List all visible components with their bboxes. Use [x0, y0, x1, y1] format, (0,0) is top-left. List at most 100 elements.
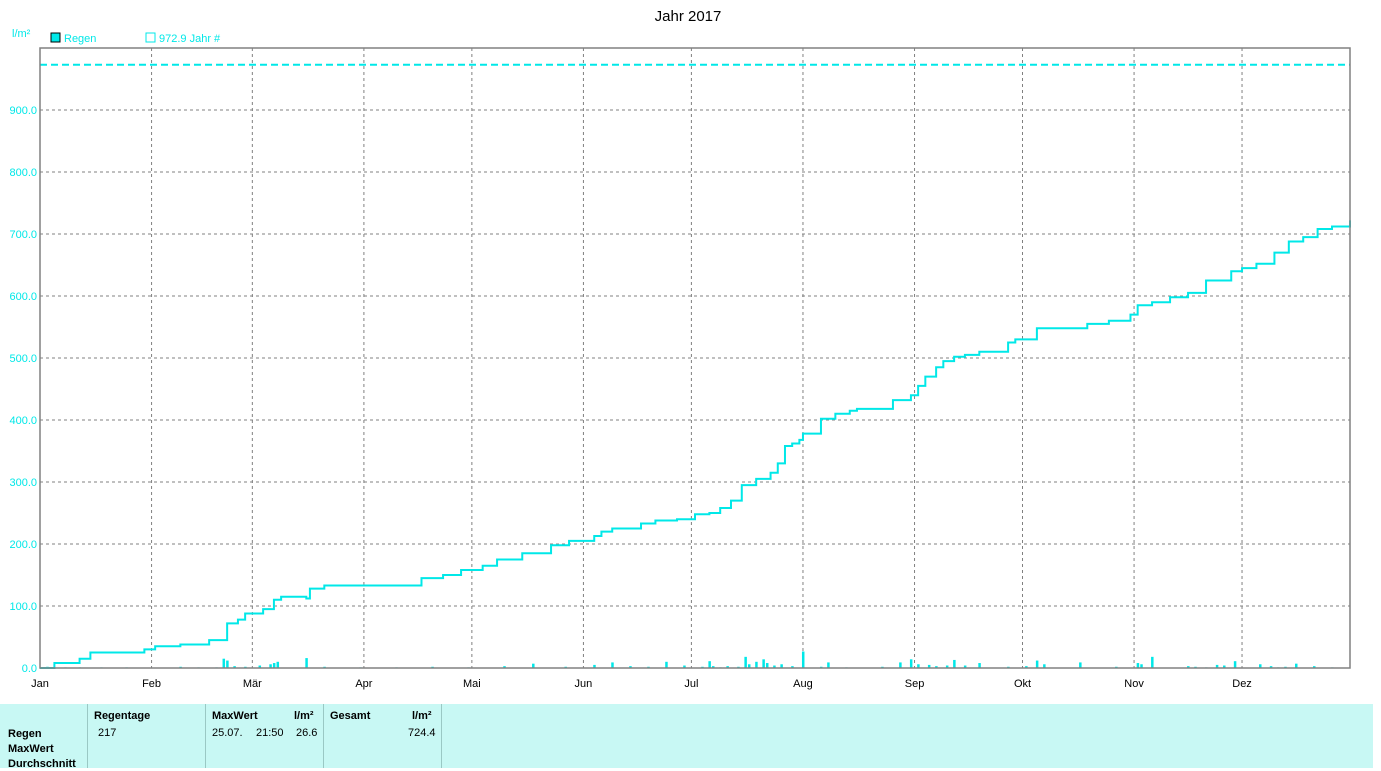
daily-rain-bar	[1295, 663, 1298, 668]
y-tick-label: 800.0	[9, 167, 37, 179]
maxwert-date: 25.07.	[212, 727, 243, 739]
daily-rain-bar	[780, 664, 783, 668]
row-label-durchschnitt: Durchschnitt	[8, 758, 76, 770]
daily-rain-bar	[1025, 666, 1028, 668]
gesamt-unit: l/m²	[412, 710, 432, 722]
daily-rain-bar	[683, 665, 686, 668]
statistics-panel: Regen MaxWert Durchschnitt Regentage 217…	[0, 704, 1373, 770]
legend-reference-swatch	[145, 32, 156, 43]
maxwert-header: MaxWert	[212, 710, 258, 722]
daily-rain-bar	[726, 666, 729, 668]
maxwert-value: 26.6	[296, 727, 318, 739]
daily-rain-bar	[1313, 666, 1316, 668]
daily-rain-bar	[963, 665, 967, 668]
daily-rain-bar	[773, 665, 776, 668]
daily-rain-bar	[1259, 664, 1262, 668]
daily-rain-bar	[1079, 662, 1082, 668]
daily-rain-bar	[917, 664, 920, 668]
daily-rain-bar	[1136, 663, 1140, 668]
x-tick-label: Aug	[793, 678, 813, 690]
gesamt-column: Gesamt l/m² 724.4	[324, 704, 442, 768]
x-tick-label: Jun	[575, 678, 593, 690]
y-tick-label: 300.0	[9, 477, 37, 489]
daily-rain-bar	[1233, 661, 1237, 668]
y-tick-label: 900.0	[9, 105, 37, 117]
y-tick-label: 500.0	[9, 353, 37, 365]
x-tick-label: Okt	[1014, 678, 1031, 690]
daily-rain-bar	[755, 661, 758, 668]
daily-rain-bar	[532, 663, 535, 668]
daily-rain-bar	[1223, 665, 1226, 668]
y-axis-unit: l/m²	[12, 28, 31, 40]
daily-rain-bar	[503, 666, 506, 668]
daily-rain-bar	[258, 665, 262, 668]
gesamt-header: Gesamt	[330, 710, 371, 722]
daily-rain-bar	[744, 656, 747, 668]
row-label-maxwert: MaxWert	[8, 743, 54, 755]
daily-rain-bar	[909, 659, 913, 668]
x-tick-label: Feb	[142, 678, 161, 690]
maxwert-unit: l/m²	[294, 710, 314, 722]
daily-rain-bar	[1151, 656, 1154, 668]
x-tick-label: Apr	[355, 678, 372, 690]
regentage-column: Regentage 217	[88, 704, 206, 768]
daily-rain-bar	[945, 665, 949, 668]
daily-rain-bar	[269, 664, 272, 668]
legend-reference-label: 972.9 Jahr #	[159, 33, 221, 45]
x-tick-label: Jan	[31, 678, 49, 690]
daily-rain-bar	[629, 666, 632, 668]
regentage-value: 217	[98, 727, 117, 739]
daily-rain-bar	[593, 664, 596, 668]
daily-rain-bar	[711, 666, 715, 668]
daily-rain-bar	[801, 651, 805, 668]
daily-rain-bar	[276, 661, 280, 668]
daily-rain-bar	[1035, 660, 1039, 668]
maxwert-column: MaxWert l/m² 25.07. 21:50 26.6	[206, 704, 324, 768]
daily-rain-bar	[611, 662, 614, 668]
daily-rain-bar	[765, 663, 769, 668]
daily-rain-bar	[1215, 664, 1219, 668]
plot-frame	[39, 47, 1351, 669]
grid	[40, 48, 1350, 668]
cumulative-rain-line	[40, 220, 1351, 669]
daily-rain-bar	[226, 660, 229, 668]
gesamt-value: 724.4	[408, 727, 436, 739]
daily-rain-bar	[953, 659, 956, 668]
chart-title: Jahr 2017	[655, 8, 722, 25]
y-tick-label: 700.0	[9, 229, 37, 241]
daily-rain-bars	[46, 651, 1334, 669]
y-tick-label: 200.0	[9, 539, 37, 551]
daily-rain-bar	[747, 664, 751, 668]
y-tick-label: 0.0	[22, 663, 37, 675]
x-tick-label: Jul	[684, 678, 698, 690]
x-tick-label: Sep	[905, 678, 925, 690]
legend-regen-label: Regen	[64, 33, 96, 45]
daily-rain-bar	[1187, 666, 1190, 668]
daily-rain-bar	[1140, 664, 1143, 668]
y-tick-labels: 0.0 100.0 200.0 300.0 400.0 500.0 600.0 700.0 80…	[9, 105, 37, 675]
y-tick-label: 600.0	[9, 291, 37, 303]
row-label-regen: Regen	[8, 728, 42, 740]
rain-chart: Jahr 2017 l/m² Regen 972.9 Jahr # 0.0 100…	[9, 8, 1351, 690]
daily-rain-bar	[978, 663, 981, 668]
row-labels-column: Regen MaxWert Durchschnitt	[0, 704, 88, 770]
x-tick-labels: Jan Feb Mär Apr Mai Jun Jul Aug Sep Okt Nov Dez	[31, 678, 1252, 690]
daily-rain-bar	[762, 659, 765, 668]
x-tick-label: Dez	[1232, 678, 1252, 690]
x-tick-label: Mär	[243, 678, 262, 690]
daily-rain-bar	[665, 661, 668, 668]
regentage-header: Regentage	[94, 710, 151, 722]
daily-rain-bar	[927, 664, 931, 668]
y-tick-label: 400.0	[9, 415, 37, 427]
daily-rain-bar	[1269, 666, 1273, 668]
daily-rain-bar	[305, 658, 308, 668]
daily-rain-bar	[791, 666, 794, 668]
daily-rain-bar	[1043, 664, 1046, 668]
daily-rain-bar	[222, 658, 226, 668]
daily-rain-bar	[708, 661, 711, 668]
daily-rain-bar	[899, 662, 902, 668]
daily-rain-bar	[272, 663, 276, 668]
legend-regen-swatch	[50, 32, 61, 43]
y-tick-label: 100.0	[9, 601, 37, 613]
x-tick-label: Nov	[1124, 678, 1144, 690]
